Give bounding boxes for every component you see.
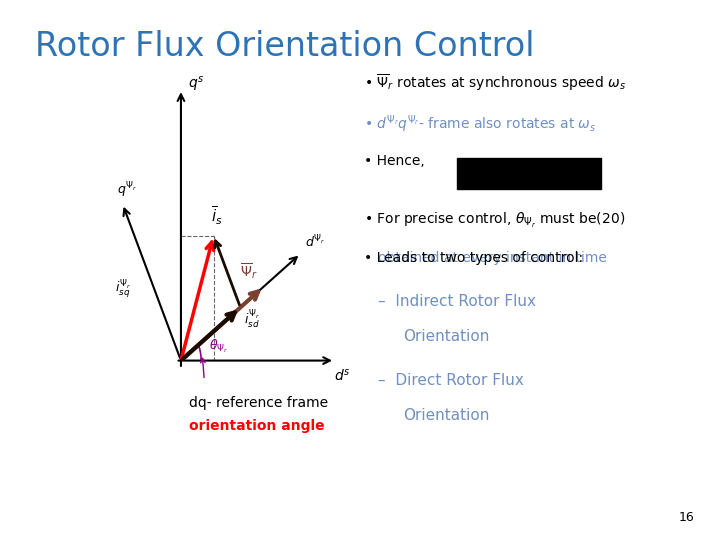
Text: • $\overline{\Psi}_r$ rotates at synchronous speed $\omega_s$: • $\overline{\Psi}_r$ rotates at synchro… — [364, 73, 626, 93]
Text: $d^s$: $d^s$ — [334, 367, 351, 383]
Text: 16: 16 — [679, 511, 695, 524]
Text: $q^s$: $q^s$ — [189, 75, 204, 94]
Text: $i_{sq}^{\Psi_r}$: $i_{sq}^{\Psi_r}$ — [115, 278, 131, 300]
Text: $\overline{i}_s$: $\overline{i}_s$ — [212, 205, 223, 227]
Text: • For precise control, $\theta_{\Psi_r}$ must be(20): • For precise control, $\theta_{\Psi_r}$… — [364, 211, 625, 229]
Text: obtained at every instant in time: obtained at every instant in time — [378, 251, 607, 265]
Text: –  Direct Rotor Flux: – Direct Rotor Flux — [378, 373, 524, 388]
Text: • $d^{\Psi_r}q^{\Psi_r}$- frame also rotates at $\omega_s$: • $d^{\Psi_r}q^{\Psi_r}$- frame also rot… — [364, 113, 596, 135]
Text: orientation angle: orientation angle — [189, 418, 325, 433]
Text: $q^{\Psi_r}$: $q^{\Psi_r}$ — [117, 180, 138, 200]
Text: • Hence,: • Hence, — [364, 154, 424, 168]
Text: $i_{sd}^{\Psi_r}$: $i_{sd}^{\Psi_r}$ — [243, 308, 260, 330]
Text: • Leads to two types of control:: • Leads to two types of control: — [364, 251, 582, 265]
Text: Orientation: Orientation — [403, 408, 490, 423]
Text: Orientation: Orientation — [403, 329, 490, 345]
Text: –  Indirect Rotor Flux: – Indirect Rotor Flux — [378, 294, 536, 309]
Text: $\theta_{\Psi_r}$: $\theta_{\Psi_r}$ — [209, 337, 228, 355]
Text: $d^{\Psi_r}$: $d^{\Psi_r}$ — [305, 233, 325, 250]
FancyBboxPatch shape — [457, 158, 601, 189]
Text: Rotor Flux Orientation Control: Rotor Flux Orientation Control — [35, 30, 534, 63]
Text: $\overline{\Psi}_r$: $\overline{\Psi}_r$ — [240, 261, 258, 281]
Text: dq- reference frame: dq- reference frame — [189, 396, 328, 410]
